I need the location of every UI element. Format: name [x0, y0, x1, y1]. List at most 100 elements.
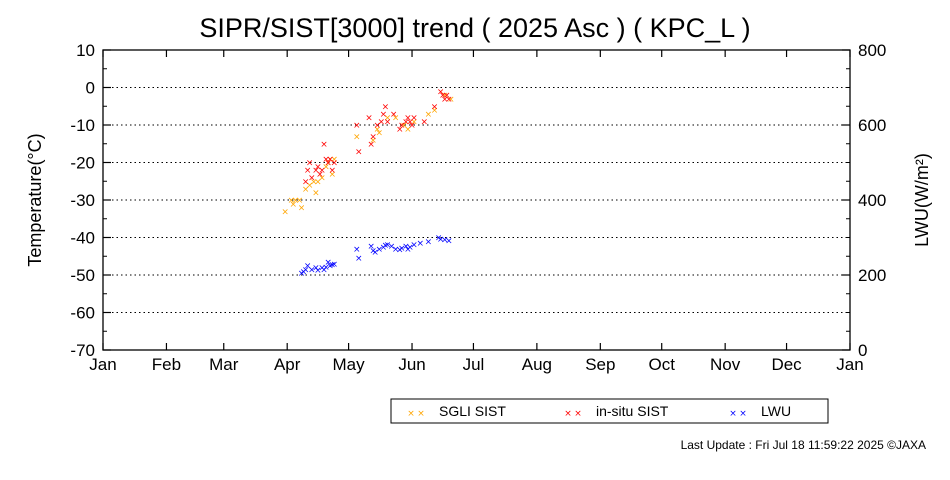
data-point: ×: [308, 174, 316, 184]
data-point: ×: [369, 132, 377, 142]
x-tick-label: Apr: [274, 355, 301, 374]
data-point: ×: [425, 237, 433, 247]
grid-lines: [103, 87, 850, 313]
x-tick-label: Nov: [710, 355, 741, 374]
data-point: ×: [367, 140, 375, 150]
data-point: ×: [398, 244, 406, 254]
data-point: ×: [410, 240, 418, 250]
y-axis-left: 10 0 -10 -20 -30 -40 -50 -60 -70: [70, 41, 111, 360]
x-tick-label: Feb: [152, 355, 181, 374]
data-point: ×: [296, 196, 304, 206]
data-point: ×: [369, 136, 377, 146]
data-point: ×: [353, 121, 361, 131]
x-tick-label: Jul: [463, 355, 485, 374]
y-tick-label-left: -70: [70, 341, 95, 360]
data-point: ×: [304, 166, 312, 176]
legend-label: LWU: [761, 403, 791, 419]
data-point: ×: [320, 140, 328, 150]
legend-label: in-situ SIST: [596, 403, 669, 419]
data-marks: ×××××××××××××××××× ×××× ××××××××××××××××××…: [281, 87, 454, 279]
y-tick-label-left: -20: [70, 154, 95, 173]
data-point: ×: [396, 246, 404, 256]
data-point: ×: [392, 245, 400, 255]
data-point: ×: [369, 247, 377, 257]
data-point: ×: [312, 166, 320, 176]
y-tick-label-right: 200: [858, 266, 886, 285]
data-point: ×: [373, 121, 381, 131]
data-point: ×: [288, 196, 296, 206]
data-point: ×: [324, 159, 332, 169]
data-point: ×: [439, 91, 447, 101]
data-point: ×: [308, 265, 316, 275]
data-point: ×: [322, 263, 330, 273]
legend-marker: ×: [417, 409, 425, 419]
x-tick-label: Sep: [585, 355, 615, 374]
data-point: ×: [400, 121, 408, 131]
data-point: ×: [441, 95, 449, 105]
x-tick-label: Dec: [771, 355, 802, 374]
legend: × × SGLI SIST × × in-situ SIST × × LWU: [390, 398, 829, 424]
data-point: ×: [353, 245, 361, 255]
data-point: ×: [431, 102, 439, 112]
data-point: ×: [367, 242, 375, 252]
data-point: ×: [318, 174, 326, 184]
data-point: ×: [302, 177, 310, 187]
legend-marker: ×: [564, 409, 572, 419]
series-in-situ-sist: ×××××××××××××××××××××××××××××××× ×××××××: [302, 87, 453, 187]
data-point: ×: [310, 177, 318, 187]
data-point: ×: [447, 95, 455, 105]
data-point: ×: [328, 166, 336, 176]
data-point: ×: [408, 121, 416, 131]
data-point: ×: [431, 106, 439, 116]
data-point: ×: [324, 159, 332, 169]
data-point: ×: [326, 155, 334, 165]
data-point: ×: [384, 114, 392, 124]
data-point: ×: [445, 237, 453, 247]
data-point: ×: [300, 267, 308, 277]
data-point: ×: [318, 166, 326, 176]
y-tick-label-right: 400: [858, 191, 886, 210]
data-point: ×: [437, 235, 445, 245]
data-point: ×: [298, 269, 306, 279]
data-point: ×: [314, 162, 322, 172]
series-lwu: ×××××××××××××××××××××××××××××××× × ××××: [298, 234, 453, 280]
data-point: ×: [441, 235, 449, 245]
x-axis: Jan Feb Mar Apr May Jun Jul Aug Sep Oct Nov Dec Jan: [89, 50, 864, 374]
x-tick-label: May: [333, 355, 366, 374]
y-tick-label-left: 10: [76, 41, 95, 60]
data-point: ×: [376, 129, 384, 139]
data-point: ×: [421, 117, 429, 127]
data-point: ×: [304, 262, 312, 272]
y-tick-label-left: -50: [70, 266, 95, 285]
data-point: ×: [371, 248, 379, 258]
x-tick-label: Oct: [648, 355, 675, 374]
data-point: ×: [306, 181, 314, 191]
y-tick-label-right: 0: [858, 341, 867, 360]
data-point: ×: [355, 147, 363, 157]
data-point: ×: [425, 110, 433, 120]
data-point: ×: [318, 264, 326, 274]
data-point: ×: [330, 159, 338, 169]
data-point: ×: [302, 265, 310, 275]
legend-label: SGLI SIST: [439, 403, 506, 419]
data-point: ×: [437, 87, 445, 97]
data-point: ×: [390, 110, 398, 120]
data-point: ×: [445, 95, 453, 105]
data-point: ×: [441, 91, 449, 101]
data-point: ×: [380, 243, 388, 253]
data-point: ×: [384, 117, 392, 127]
data-point: ×: [373, 125, 381, 135]
y-tick-label-left: -60: [70, 304, 95, 323]
series-sgli-sist: ×××××××××××××××××× ×××× ××××××××: [281, 91, 454, 217]
data-point: ×: [322, 162, 330, 172]
data-point: ×: [388, 242, 396, 252]
data-point: ×: [353, 132, 361, 142]
data-point: ×: [380, 110, 388, 120]
y-tick-label-right: 800: [858, 41, 886, 60]
legend-marker: ×: [739, 409, 747, 419]
data-point: ×: [443, 91, 451, 101]
data-point: ×: [312, 264, 320, 274]
legend-marker: ×: [574, 409, 582, 419]
data-point: ×: [292, 196, 300, 206]
x-tick-label: Jun: [398, 355, 425, 374]
